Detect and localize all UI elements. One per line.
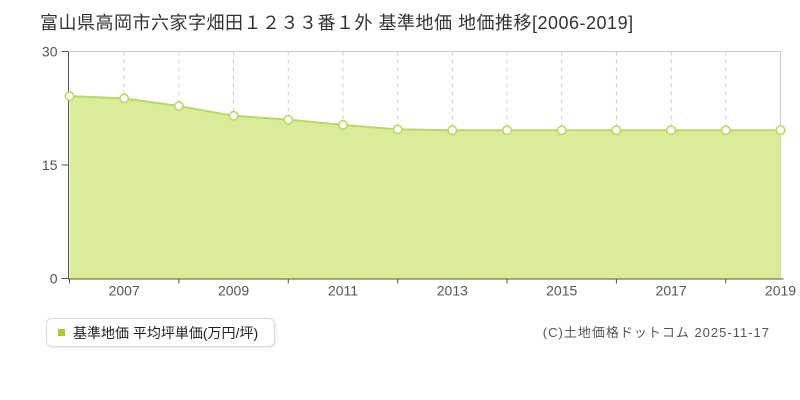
y-tick-label-0: 0 (50, 271, 58, 287)
data-point-2018 (720, 125, 731, 136)
data-point-2008 (173, 101, 184, 112)
y-tick-label-15: 15 (42, 157, 58, 173)
series-area-fill (69, 96, 781, 279)
x-tick-label-2009: 2009 (218, 283, 249, 299)
series-trend-line (69, 95, 781, 132)
x-tick-label-2017: 2017 (656, 283, 687, 299)
x-tick-label-2007: 2007 (109, 283, 140, 299)
data-point-2007 (119, 93, 130, 104)
legend-series-swatch-icon (58, 329, 65, 336)
y-tick-label-30: 30 (42, 44, 58, 60)
x-tick-label-2011: 2011 (328, 283, 358, 299)
data-point-2010 (283, 114, 294, 125)
copyright-notice: (C)土地価格ドットコム 2025-11-17 (542, 325, 770, 340)
data-point-2017 (666, 125, 677, 136)
data-point-2013 (447, 125, 458, 136)
data-point-2016 (611, 125, 622, 136)
data-point-2009 (228, 110, 239, 121)
data-point-2011 (337, 119, 348, 130)
x-tick-label-2015: 2015 (546, 283, 577, 299)
data-point-2014 (501, 125, 512, 136)
data-point-2012 (392, 124, 403, 135)
data-point-2019 (775, 125, 786, 136)
data-point-2006 (64, 91, 75, 102)
legend: 基準地価 平均坪単価(万円/坪) (46, 318, 276, 347)
x-tick-label-2013: 2013 (437, 283, 468, 299)
x-tick-label-2019: 2019 (765, 283, 796, 299)
chart-title: 富山県高岡市六家字畑田１２３３番１外 基準地価 地価推移[2006-2019] (40, 13, 634, 33)
data-point-2015 (556, 125, 567, 136)
legend-series-label: 基準地価 平均坪単価(万円/坪) (73, 324, 259, 341)
